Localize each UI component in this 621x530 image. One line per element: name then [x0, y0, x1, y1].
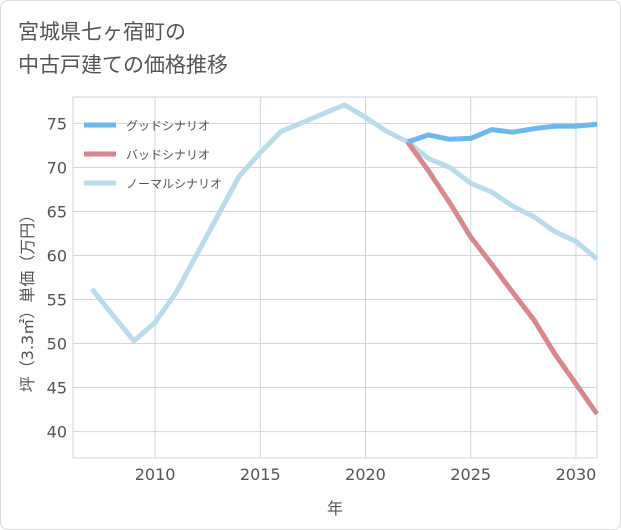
y-tick-label: 45	[47, 379, 67, 398]
series-line-1	[405, 140, 600, 416]
legend-label-1[interactable]: バッドシナリオ	[126, 148, 210, 162]
legend-label-2[interactable]: ノーマルシナリオ	[126, 177, 222, 191]
y-tick-label: 40	[47, 423, 67, 442]
chart-title: 宮城県七ヶ宿町の 中古戸建ての価格推移	[18, 16, 228, 82]
y-tick-label: 55	[47, 291, 67, 310]
title-line-1: 宮城県七ヶ宿町の	[18, 20, 186, 44]
title-line-2: 中古戸建ての価格推移	[18, 53, 228, 77]
y-tick-label: 50	[47, 335, 67, 354]
y-tick-label: 70	[47, 158, 67, 177]
y-axis-label: 坪（3.3㎡）単価（万円）	[18, 207, 37, 392]
x-tick-label: 2010	[135, 465, 176, 484]
y-tick-label: 65	[47, 202, 67, 221]
series-line-2	[89, 102, 599, 344]
x-tick-labels: 2010 2015 2020 2025 2030	[135, 465, 597, 484]
x-tick-label: 2030	[556, 465, 597, 484]
plot-area-border	[72, 96, 598, 459]
x-tick-label: 2020	[345, 465, 386, 484]
series-line-0	[406, 121, 598, 145]
x-tick-label: 2025	[450, 465, 491, 484]
x-axis-label: 年	[327, 499, 343, 518]
series-lines	[89, 102, 600, 416]
y-tick-labels: 40 45 50 55 60 65 70 75	[47, 114, 67, 441]
grid-lines	[72, 96, 598, 459]
y-tick-label: 75	[47, 114, 67, 133]
y-tick-label: 60	[47, 246, 67, 265]
legend-label-0[interactable]: グッドシナリオ	[126, 119, 210, 133]
x-tick-label: 2015	[240, 465, 281, 484]
